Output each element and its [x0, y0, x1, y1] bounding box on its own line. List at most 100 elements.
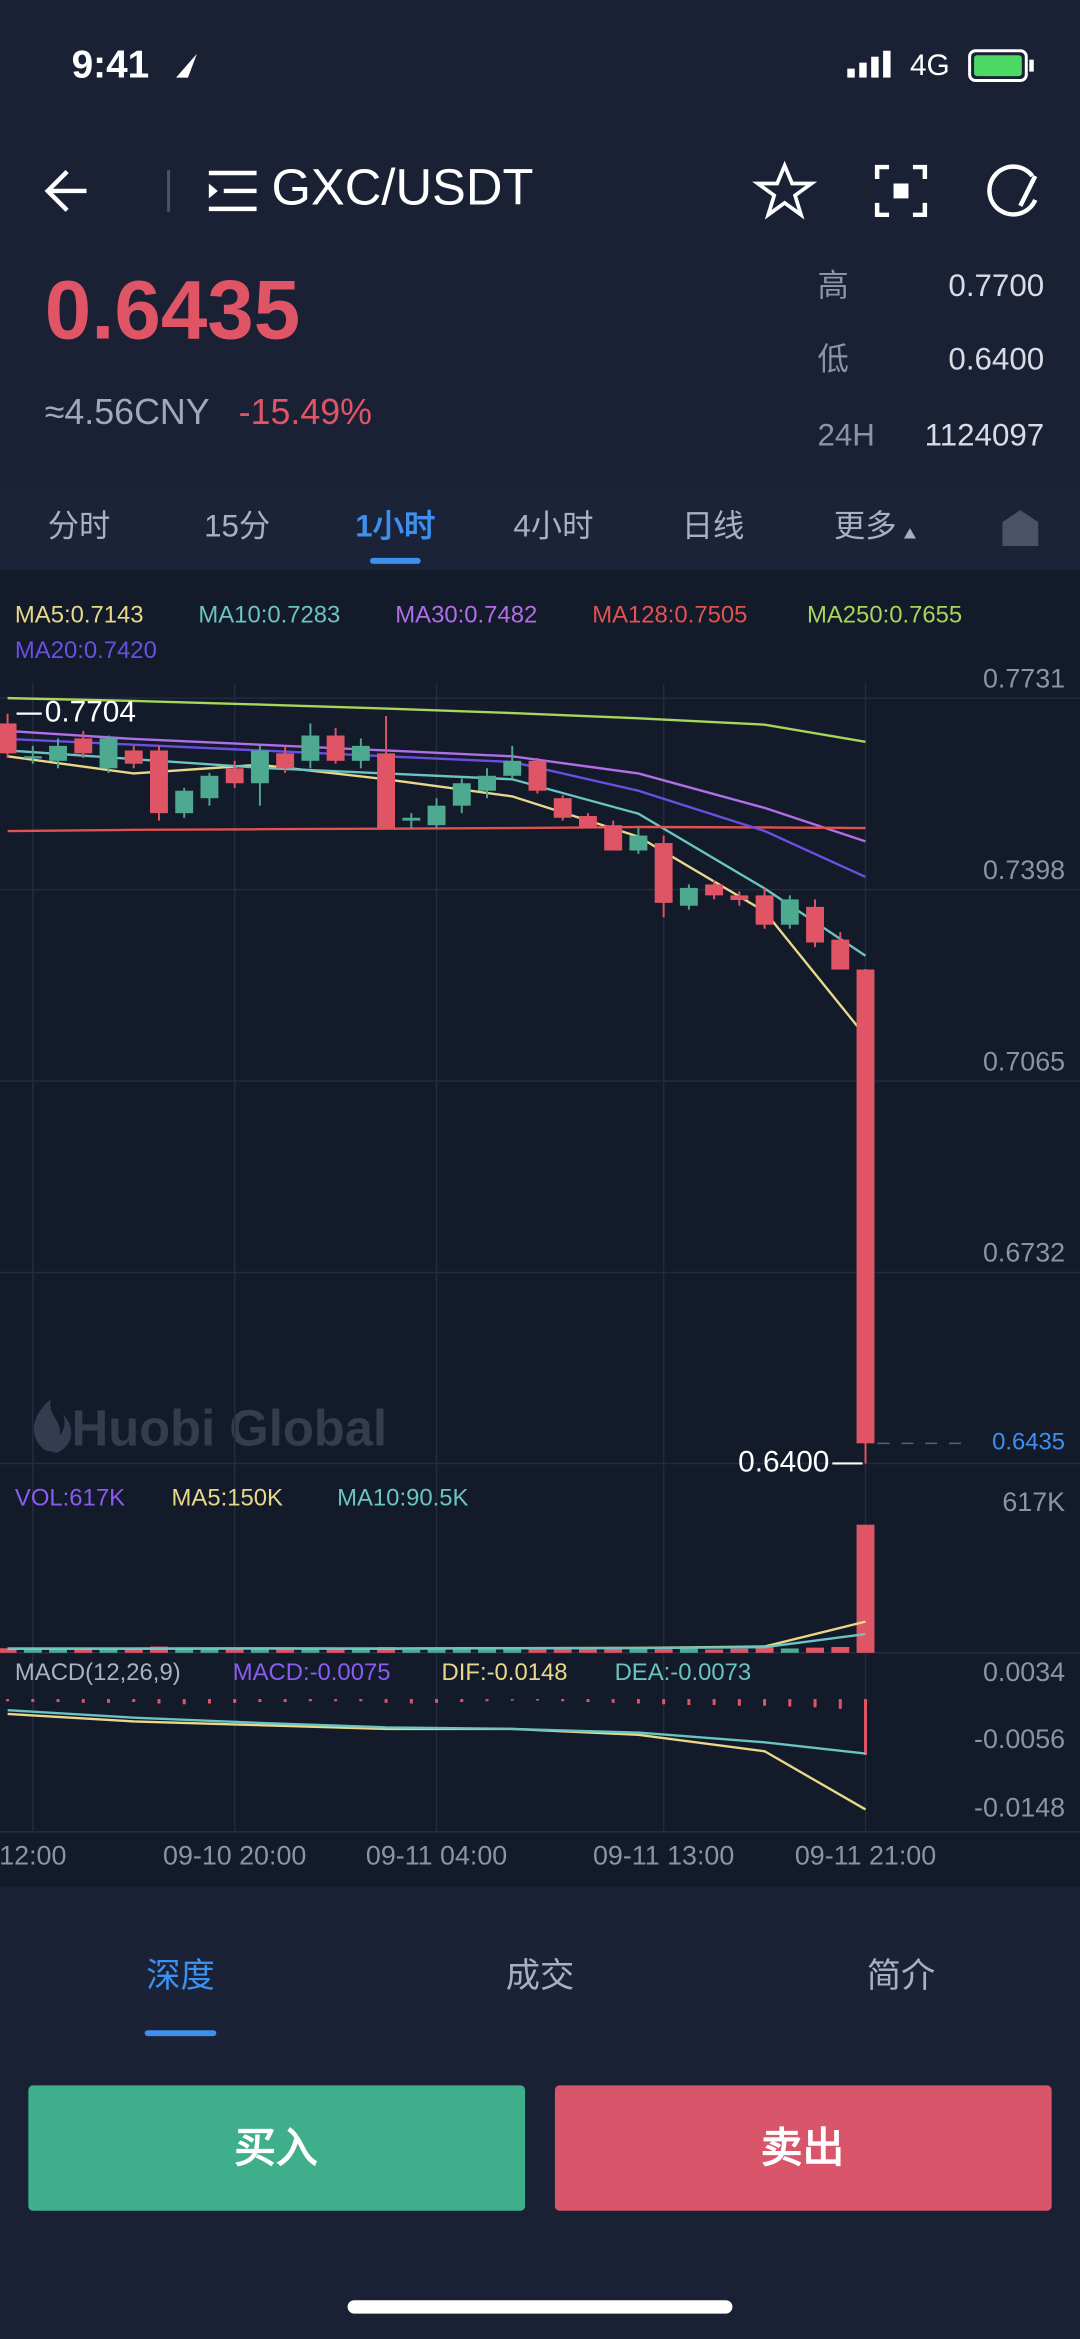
candle-body — [755, 895, 774, 925]
volume-bar — [528, 1648, 547, 1653]
macd-bar — [283, 1699, 287, 1703]
candle-body — [427, 805, 446, 826]
last-price: 0.6435 — [45, 262, 300, 356]
candle-body — [74, 738, 93, 754]
y-tick-label: -0.0148 — [974, 1793, 1065, 1823]
macd-bar — [788, 1699, 792, 1707]
y-tick-label: 0.7065 — [983, 1046, 1065, 1076]
scan-button[interactable] — [874, 164, 928, 218]
buy-button[interactable] — [28, 2085, 526, 2211]
volume-bar — [99, 1647, 118, 1653]
header-bg — [0, 0, 1080, 570]
macd-title: MACD(12,26,9) — [15, 1659, 181, 1686]
macd-bar — [864, 1699, 868, 1755]
volume-bar — [755, 1647, 774, 1653]
candle-body — [49, 745, 67, 761]
volume-bar — [730, 1648, 749, 1653]
chart-settings-button[interactable] — [1002, 510, 1039, 546]
timeframe-tab[interactable]: 1小时 — [355, 508, 435, 543]
volume-bar — [23, 1649, 42, 1653]
candle-body — [200, 775, 219, 799]
legend-entry: MA10:0.7283 — [198, 601, 340, 628]
volume-bar — [351, 1649, 370, 1653]
candle-body — [478, 775, 496, 791]
legend-entry: DIF:-0.0148 — [442, 1659, 568, 1686]
sell-label[interactable]: 卖出 — [761, 2124, 845, 2171]
candle-body — [301, 735, 320, 761]
stat-label: 低 — [817, 341, 848, 376]
macd-bar — [712, 1699, 716, 1706]
y-tick-label: -0.0056 — [974, 1724, 1065, 1754]
menu-button[interactable] — [208, 170, 257, 212]
back-button[interactable] — [44, 169, 87, 212]
pair-title: GXC/USDT — [271, 158, 533, 215]
legend-entry: MA5:150K — [172, 1484, 283, 1511]
macd-bar — [81, 1699, 85, 1703]
y-tick-label: 0.7398 — [983, 855, 1065, 885]
indicator-line — [7, 696, 866, 744]
volume-bar — [74, 1648, 93, 1653]
timeframe-tab[interactable]: 4小时 — [513, 508, 593, 543]
candle-body — [604, 825, 623, 851]
candle-body — [806, 906, 824, 943]
macd-bar — [233, 1699, 237, 1703]
volume-bar — [654, 1646, 673, 1653]
watermark: Huobi Global — [72, 1399, 387, 1456]
home-indicator — [347, 2300, 733, 2314]
stat-label: 高 — [817, 268, 848, 303]
macd-bar — [107, 1699, 110, 1703]
bottom-tab[interactable]: 简介 — [867, 1957, 936, 1995]
status-network: 4G — [910, 49, 950, 82]
macd-bar — [813, 1699, 817, 1708]
legend-entry: MA250:0.7655 — [807, 601, 962, 628]
macd-bar — [56, 1699, 60, 1703]
volume-bar — [250, 1648, 269, 1653]
macd-bar — [636, 1699, 640, 1704]
buy-label[interactable]: 买入 — [234, 2124, 318, 2171]
volume-bar — [604, 1647, 623, 1653]
timeframe-tab[interactable]: 15分 — [204, 508, 270, 543]
macd-bar — [510, 1699, 514, 1701]
volume-bar — [856, 1524, 875, 1653]
high-marker: 0.7704 — [45, 696, 136, 729]
timeframe-tab[interactable]: 更多 — [834, 508, 897, 543]
timeframe-tab[interactable]: 日线 — [682, 508, 745, 543]
candle-body — [326, 735, 345, 761]
indicator-line — [7, 1709, 866, 1755]
bottom-tab[interactable]: 深度 — [146, 1957, 215, 1995]
macd-bar — [6, 1699, 10, 1702]
tab-indicator — [144, 2030, 217, 2037]
volume-bar — [553, 1648, 572, 1653]
sell-button[interactable] — [554, 2085, 1052, 2211]
timeframe-tab[interactable]: 分时 — [48, 508, 111, 543]
change-percent: -15.49% — [239, 392, 372, 432]
stat-value: 1124097 — [925, 417, 1045, 452]
macd-bar — [763, 1699, 767, 1706]
macd-bar — [132, 1699, 136, 1703]
y-tick-label: 617K — [1002, 1487, 1065, 1517]
macd-bar — [334, 1699, 338, 1702]
low-marker: 0.6400 — [738, 1445, 829, 1478]
tab-bar-bg — [0, 489, 1080, 570]
x-tick-label: 09-11 13:00 — [593, 1840, 734, 1870]
x-tick-label: 09-10 20:00 — [163, 1840, 306, 1870]
watermark-logo — [33, 1399, 72, 1453]
legend-entry: MACD:-0.0075 — [233, 1659, 391, 1686]
tab-indicator — [369, 557, 421, 564]
bottom-tab[interactable]: 成交 — [506, 1957, 575, 1995]
legend-entry: DEA:-0.0073 — [615, 1659, 752, 1686]
last-price-tag: 0.6435 — [992, 1429, 1065, 1456]
macd-bar — [409, 1699, 413, 1704]
refresh-button[interactable] — [987, 164, 1038, 217]
candle-body — [124, 750, 143, 764]
legend-entry: MA5:0.7143 — [15, 601, 144, 628]
volume-bar — [225, 1649, 244, 1653]
macd-bar — [737, 1699, 741, 1706]
candle-body — [402, 817, 421, 821]
volume-bar — [705, 1649, 724, 1653]
candle-body — [377, 753, 396, 829]
candle-body — [578, 816, 597, 829]
favorite-button[interactable] — [752, 160, 818, 220]
candle-body — [175, 790, 194, 814]
